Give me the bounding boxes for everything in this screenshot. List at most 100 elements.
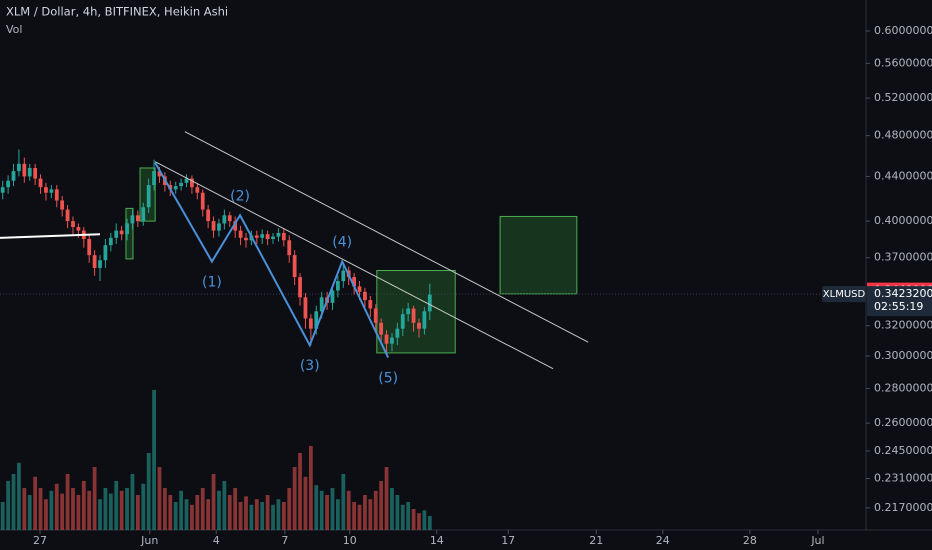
trendline [0,233,101,239]
candle-body [271,236,275,240]
volume-bar [65,474,70,530]
candle-body [363,291,367,301]
volume-bar [162,488,167,530]
volume-bar [298,453,302,530]
candle-body [130,215,135,224]
volume-bar [92,467,97,530]
symbol-tag [822,286,866,303]
wave-label: (5) [378,371,398,387]
volume-bar [363,495,367,530]
candle-body [11,171,16,181]
volume-bar [184,499,189,530]
candle-body [352,277,357,287]
candle-body [173,186,178,190]
candle-body [395,328,400,338]
volume-bar [417,513,421,530]
volume-bar [114,481,119,530]
candle-body [206,209,211,222]
volume-bar [260,502,265,530]
candle-body [60,200,65,210]
volume-bar [81,481,86,530]
candle-body [368,300,373,309]
volume-bar [233,488,238,530]
candle-body [260,234,265,238]
volume-bar [357,504,362,530]
candle-body [146,185,151,208]
volume-bar [173,502,178,530]
target-box [499,215,578,295]
volume-bar [11,474,16,530]
volume-bar [54,483,59,530]
volume-bar [141,483,146,530]
candle-body [157,171,162,177]
candle-body [184,178,189,183]
candle-body [254,235,259,238]
volume-bar [325,495,329,530]
candle-body [49,189,54,193]
volume-bar [17,462,21,530]
volume-bar [76,495,81,530]
volume-bar [330,488,335,530]
wave-label: (4) [332,234,352,250]
candle-body [379,322,384,335]
x-tick-label: 24 [656,534,670,547]
volume-bar [314,485,319,530]
candle-body [400,314,405,329]
candle-body [211,221,216,231]
x-tick-label: 27 [33,534,47,547]
volume-bar [38,488,43,530]
x-tick-label: Jun [140,534,158,547]
wave-label: (2) [230,188,250,204]
candle-body [190,178,194,188]
candle-body [152,171,156,186]
candle-body [195,187,200,193]
volume-bar [335,499,340,530]
x-tick-label: 14 [430,534,444,547]
wave-label: (3) [300,358,320,374]
candle-body [125,223,129,235]
candle-body [227,215,232,222]
candle-body [22,163,27,177]
candle-body [114,230,119,238]
volume-label: Vol [6,23,22,36]
candle-body [276,232,281,237]
candle-body [0,187,5,193]
volume-bar [352,502,357,530]
volume-bar [422,510,427,530]
volume-bar [384,467,389,530]
volume-bar [60,493,65,530]
candle-body [38,178,43,188]
x-tick-label: 17 [501,534,515,547]
volume-bar [249,504,254,530]
volume-bar [200,488,205,530]
volume-bar [303,476,308,530]
candle-body [141,207,146,222]
candle-body [76,227,81,231]
volume-bar [98,499,102,530]
volume-bar [125,488,129,530]
x-tick-label: 7 [281,534,288,547]
volume-bar [195,495,200,530]
volume-bar [130,474,135,530]
symbol-label: XLMUSD [823,289,866,300]
candle-body [71,221,75,228]
x-tick-label: Jul [810,534,824,547]
candle-body [238,230,243,238]
volume-bar [22,488,27,530]
volume-bar [146,453,151,530]
volume-bar [379,481,384,530]
volume-bar [227,495,232,530]
candle-body [384,334,389,344]
candle-body [417,322,421,329]
volume-bar [168,495,173,530]
candle-body [265,234,270,240]
volume-bar [373,490,378,530]
